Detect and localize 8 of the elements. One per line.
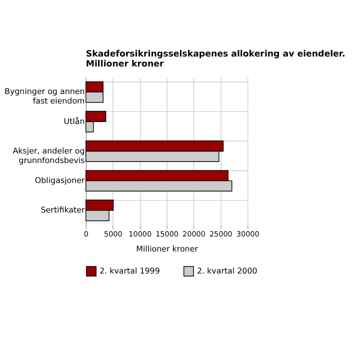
- x-tick-label: 25000: [209, 229, 233, 238]
- x-tick-label: 30000: [236, 229, 260, 238]
- x-tick-label: 15000: [156, 229, 179, 238]
- x-tick-label: 10000: [128, 229, 152, 238]
- chart-title: Skadeforsikringsselskapenes allokering av eiendeler. Millioner kroner: [86, 49, 346, 70]
- x-tick-label: 0: [84, 229, 89, 238]
- x-tick-label: 5000: [104, 229, 123, 238]
- x-tick-label: 20000: [182, 229, 206, 238]
